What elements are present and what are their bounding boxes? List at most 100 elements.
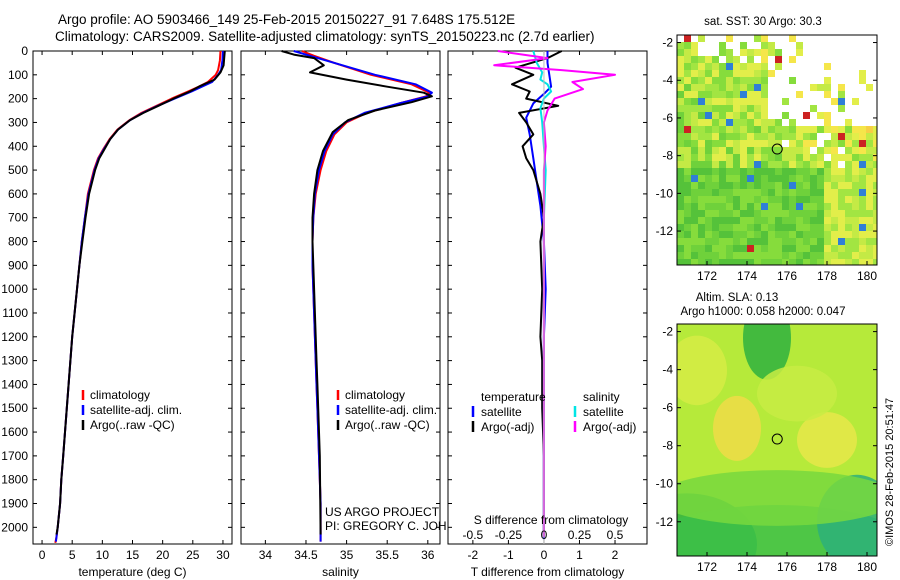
sst-cell — [733, 154, 740, 161]
sst-cell — [782, 189, 789, 196]
sst-cell — [754, 105, 761, 112]
sst-cell — [747, 196, 754, 203]
sst-cell — [866, 203, 873, 210]
sst-cell — [810, 238, 817, 245]
sst-cell — [782, 133, 789, 140]
sst-cell — [761, 49, 768, 56]
sst-cell — [719, 154, 726, 161]
sst-cell — [747, 238, 754, 245]
figure-title-line-2: Climatology: CARS2009. Satellite-adjuste… — [55, 29, 595, 44]
map-y-tick-label: -12 — [656, 224, 674, 238]
sst-cell — [691, 245, 698, 252]
sst-cell — [698, 105, 705, 112]
sst-cell — [705, 168, 712, 175]
sst-cell — [684, 147, 691, 154]
sst-cell — [754, 77, 761, 84]
series-line-temperature-2 — [55, 50, 226, 535]
map-y-tick-label: -4 — [662, 73, 673, 87]
sst-cell — [803, 203, 810, 210]
sst-cell — [684, 42, 691, 49]
sst-cell — [873, 217, 877, 224]
sst-cell — [803, 238, 810, 245]
sst-cell — [684, 238, 691, 245]
sst-cell — [733, 112, 740, 119]
sst-cell — [859, 77, 866, 84]
x-tick-label-top: 0 — [541, 528, 548, 542]
sst-cell — [761, 245, 768, 252]
sst-cell — [705, 84, 712, 91]
sst-cell — [712, 105, 719, 112]
depth-tick-label: 400 — [8, 139, 28, 153]
sst-cell — [754, 245, 761, 252]
sst-cell — [859, 231, 866, 238]
depth-tick-label: 1600 — [1, 425, 28, 439]
map-y-tick-label: -8 — [662, 439, 673, 453]
sst-cell — [768, 70, 775, 77]
sla-blob — [797, 412, 857, 468]
sst-cell — [733, 252, 740, 259]
sst-cell — [691, 189, 698, 196]
sst-cell — [775, 175, 782, 182]
sst-cell — [803, 231, 810, 238]
map-y-tick-label: -6 — [662, 401, 673, 415]
map-x-tick-label: 180 — [857, 269, 877, 283]
sst-cell — [838, 252, 845, 259]
sst-cell — [761, 196, 768, 203]
sst-cell — [859, 217, 866, 224]
sst-cell — [817, 238, 824, 245]
sst-cell — [712, 259, 719, 265]
sst-cell — [677, 161, 684, 168]
sst-cell — [691, 133, 698, 140]
x-tick-label: 1 — [576, 548, 583, 562]
sst-cell — [754, 70, 761, 77]
sst-cell — [824, 91, 831, 98]
sst-cell — [859, 210, 866, 217]
sst-cell — [782, 217, 789, 224]
sst-cell — [866, 133, 873, 140]
sst-cell — [775, 217, 782, 224]
sst-cell — [761, 252, 768, 259]
sst-cell — [698, 196, 705, 203]
sst-cell — [705, 140, 712, 147]
sst-cell — [733, 203, 740, 210]
figure-title-line-1: Argo profile: AO 5903466_149 25-Feb-2015… — [58, 12, 516, 27]
sst-cell — [817, 217, 824, 224]
sst-cell — [691, 77, 698, 84]
sst-cell — [873, 126, 877, 133]
depth-tick-label: 100 — [8, 68, 28, 82]
sst-cell — [719, 231, 726, 238]
sst-cell — [719, 259, 726, 265]
sst-cell — [831, 133, 838, 140]
sst-cell — [852, 210, 859, 217]
sst-cell — [782, 147, 789, 154]
sst-cell — [873, 245, 877, 252]
sst-cell — [719, 252, 726, 259]
sst-cell — [733, 98, 740, 105]
sst-cell — [684, 91, 691, 98]
sst-cell — [761, 154, 768, 161]
sst-cell — [817, 210, 824, 217]
sst-cell — [768, 140, 775, 147]
sst-cell — [838, 224, 845, 231]
sst-cell — [768, 168, 775, 175]
legend-label: Argo(..raw -QC) — [345, 418, 430, 432]
x-tick-label: 10 — [96, 548, 110, 562]
sst-cell — [824, 77, 831, 84]
sst-cell — [754, 224, 761, 231]
sst-cell — [775, 161, 782, 168]
sst-cell — [698, 217, 705, 224]
sst-cell — [859, 238, 866, 245]
sst-cell — [691, 259, 698, 265]
x-tick-label: 0 — [541, 548, 548, 562]
sst-cell — [796, 203, 803, 210]
sst-cell — [775, 203, 782, 210]
sst-cell — [768, 182, 775, 189]
sst-cell — [684, 182, 691, 189]
x-tick-label-top: 0.25 — [568, 528, 592, 542]
x-tick-label: 34.5 — [294, 548, 318, 562]
sst-cell — [719, 189, 726, 196]
sst-cell — [712, 63, 719, 70]
sst-cell — [754, 252, 761, 259]
sst-cell — [761, 217, 768, 224]
sst-cell — [698, 154, 705, 161]
